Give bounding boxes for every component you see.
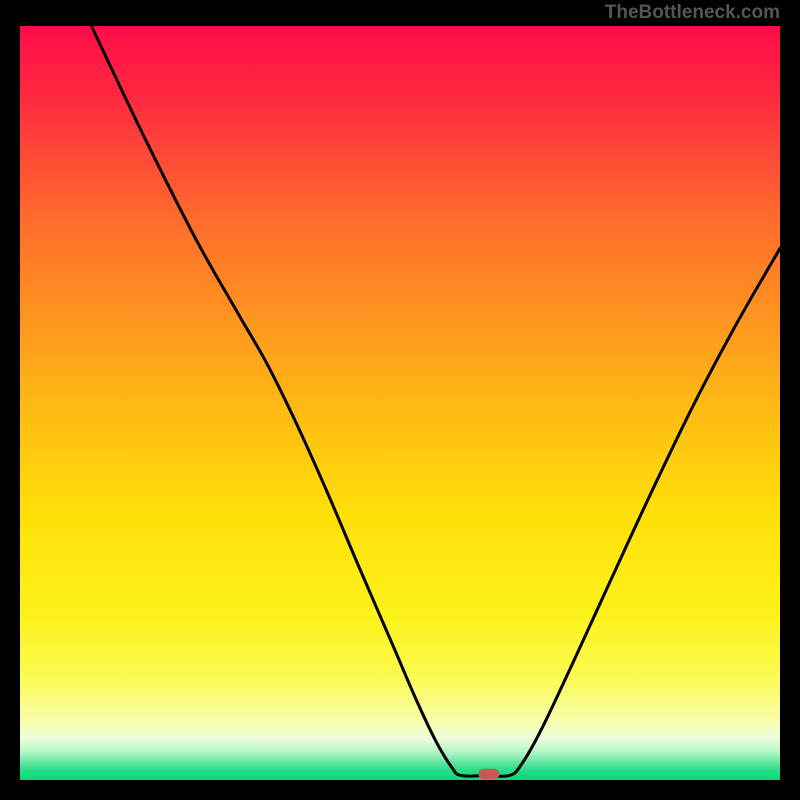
optimum-marker	[478, 769, 499, 780]
gradient-background	[20, 26, 780, 780]
watermark-text: TheBottleneck.com	[605, 2, 780, 24]
bottleneck-chart	[20, 26, 780, 780]
